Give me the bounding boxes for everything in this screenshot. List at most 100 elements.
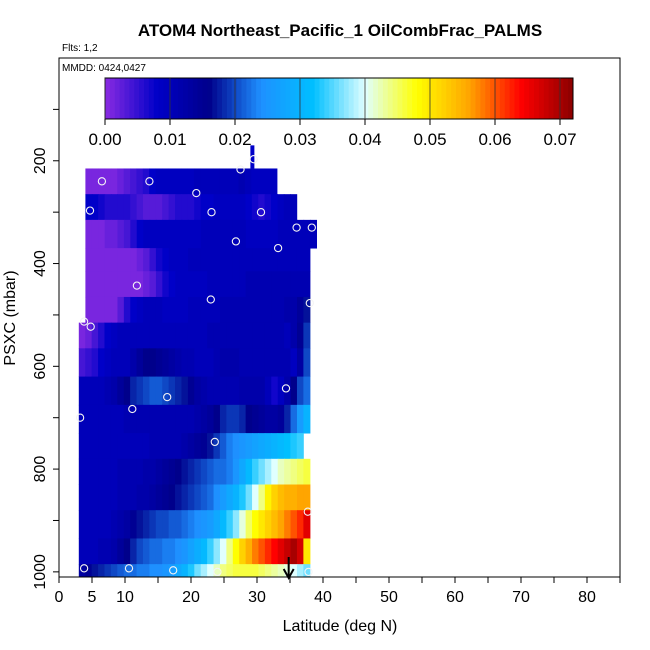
heatmap-cell bbox=[123, 168, 131, 195]
sample-marker bbox=[192, 188, 201, 198]
heatmap-cell bbox=[175, 538, 183, 565]
heatmap-cell bbox=[239, 376, 247, 406]
colorbar-swatch bbox=[163, 78, 169, 119]
colorbar-swatch bbox=[231, 78, 238, 119]
heatmap-cell bbox=[85, 348, 93, 377]
heatmap-cell bbox=[98, 194, 106, 221]
heatmap-cell bbox=[200, 484, 208, 511]
heatmap-cell bbox=[104, 564, 112, 578]
heatmap-cell bbox=[162, 348, 170, 377]
heatmap-cell bbox=[303, 376, 311, 406]
x-tick-label: 5 bbox=[88, 589, 97, 606]
heatmap-cell bbox=[162, 433, 170, 460]
heatmap-cell bbox=[264, 271, 272, 298]
heatmap-cell bbox=[250, 145, 255, 169]
heatmap-cell bbox=[123, 538, 131, 565]
heatmap-cell bbox=[277, 510, 285, 539]
heatmap-cell bbox=[130, 168, 138, 195]
colorbar-swatch bbox=[173, 78, 179, 119]
heatmap-cell bbox=[290, 248, 298, 272]
plot-frame bbox=[58, 57, 621, 578]
heatmap-cell bbox=[258, 564, 266, 578]
heatmap-cell bbox=[220, 296, 228, 324]
heatmap-cell bbox=[252, 271, 260, 298]
heatmap-cell bbox=[284, 564, 292, 578]
heatmap-cell bbox=[155, 404, 163, 434]
heatmap-cell bbox=[232, 168, 240, 195]
heatmap-cell bbox=[271, 271, 279, 298]
heatmap-cell bbox=[290, 296, 298, 324]
heatmap-cell bbox=[111, 248, 119, 272]
heatmap-cell bbox=[181, 248, 189, 272]
heatmap-cell bbox=[303, 248, 311, 272]
heatmap-cell bbox=[264, 322, 272, 349]
heatmap-cell bbox=[117, 404, 125, 434]
heatmap-cell bbox=[296, 564, 304, 578]
heatmap-cell bbox=[181, 564, 189, 578]
heatmap-cell bbox=[78, 322, 86, 349]
heatmap-cell bbox=[226, 564, 234, 578]
heatmap-cell bbox=[290, 433, 298, 460]
heatmap-cell bbox=[290, 219, 298, 249]
heatmap-cell bbox=[232, 194, 240, 221]
heatmap-cell bbox=[239, 510, 247, 539]
heatmap-cell bbox=[181, 404, 189, 434]
heatmap-cell bbox=[181, 348, 189, 377]
heatmap-cell bbox=[226, 322, 234, 349]
heatmap-cell bbox=[271, 484, 279, 511]
colorbar-swatch bbox=[343, 78, 350, 119]
heatmap-cell bbox=[200, 271, 208, 298]
heatmap-cell bbox=[239, 404, 247, 434]
colorbar-swatch bbox=[348, 78, 355, 119]
heatmap-cell bbox=[258, 271, 266, 298]
heatmap-cell bbox=[98, 296, 106, 324]
heatmap-cell bbox=[188, 219, 196, 249]
colorbar-swatch bbox=[285, 78, 291, 119]
colorbar-swatch bbox=[144, 78, 150, 119]
colorbar: 0.00 0.01 0.02 0.03 0.04 0.05 0.06 0.07 bbox=[88, 77, 577, 149]
heatmap-cell bbox=[174, 168, 182, 195]
heatmap-cell bbox=[213, 458, 221, 485]
heatmap-cell bbox=[219, 484, 227, 511]
heatmap-cell bbox=[162, 564, 170, 578]
heatmap-cell bbox=[213, 271, 221, 298]
heatmap-cell bbox=[168, 194, 176, 221]
heatmap-cell bbox=[98, 484, 106, 511]
heatmap-cell bbox=[258, 296, 266, 324]
heatmap-cell bbox=[226, 194, 234, 221]
colorbar-swatch bbox=[226, 78, 233, 119]
sample-marker bbox=[86, 322, 95, 331]
colorbar-swatch bbox=[441, 78, 447, 119]
sample-marker bbox=[231, 237, 241, 246]
heatmap-cell bbox=[239, 194, 246, 221]
colorbar-swatch bbox=[436, 78, 442, 119]
heatmap-cell bbox=[142, 484, 150, 511]
heatmap-cell bbox=[155, 296, 163, 324]
heatmap-cell bbox=[258, 194, 266, 221]
heatmap-cell bbox=[232, 271, 240, 298]
heatmap-cell bbox=[155, 248, 163, 272]
colorbar-swatch bbox=[538, 78, 545, 119]
heatmap-cell bbox=[78, 510, 86, 539]
heatmap-cell bbox=[303, 296, 311, 324]
heatmap-cell bbox=[239, 433, 247, 460]
colorbar-swatch bbox=[490, 78, 496, 119]
heatmap-cell bbox=[290, 564, 298, 578]
heatmap-cell bbox=[91, 433, 99, 460]
heatmap-cell bbox=[136, 484, 144, 511]
heatmap-cell bbox=[303, 348, 311, 377]
colorbar-swatch bbox=[300, 78, 306, 119]
heatmap-cell bbox=[162, 404, 170, 434]
heatmap-cell bbox=[200, 458, 208, 485]
heatmap-cell bbox=[194, 296, 202, 324]
heatmap-cell bbox=[162, 248, 170, 272]
sample-marker bbox=[79, 317, 89, 326]
heatmap-cell bbox=[98, 510, 106, 539]
heatmap-cell bbox=[130, 219, 138, 249]
heatmap-cell bbox=[213, 348, 221, 377]
heatmap-cell bbox=[207, 271, 215, 298]
heatmap-cell bbox=[219, 194, 227, 221]
sample-marker bbox=[303, 507, 312, 516]
colorbar-tick-label: 0.05 bbox=[413, 130, 446, 149]
heatmap-cell bbox=[104, 484, 112, 511]
